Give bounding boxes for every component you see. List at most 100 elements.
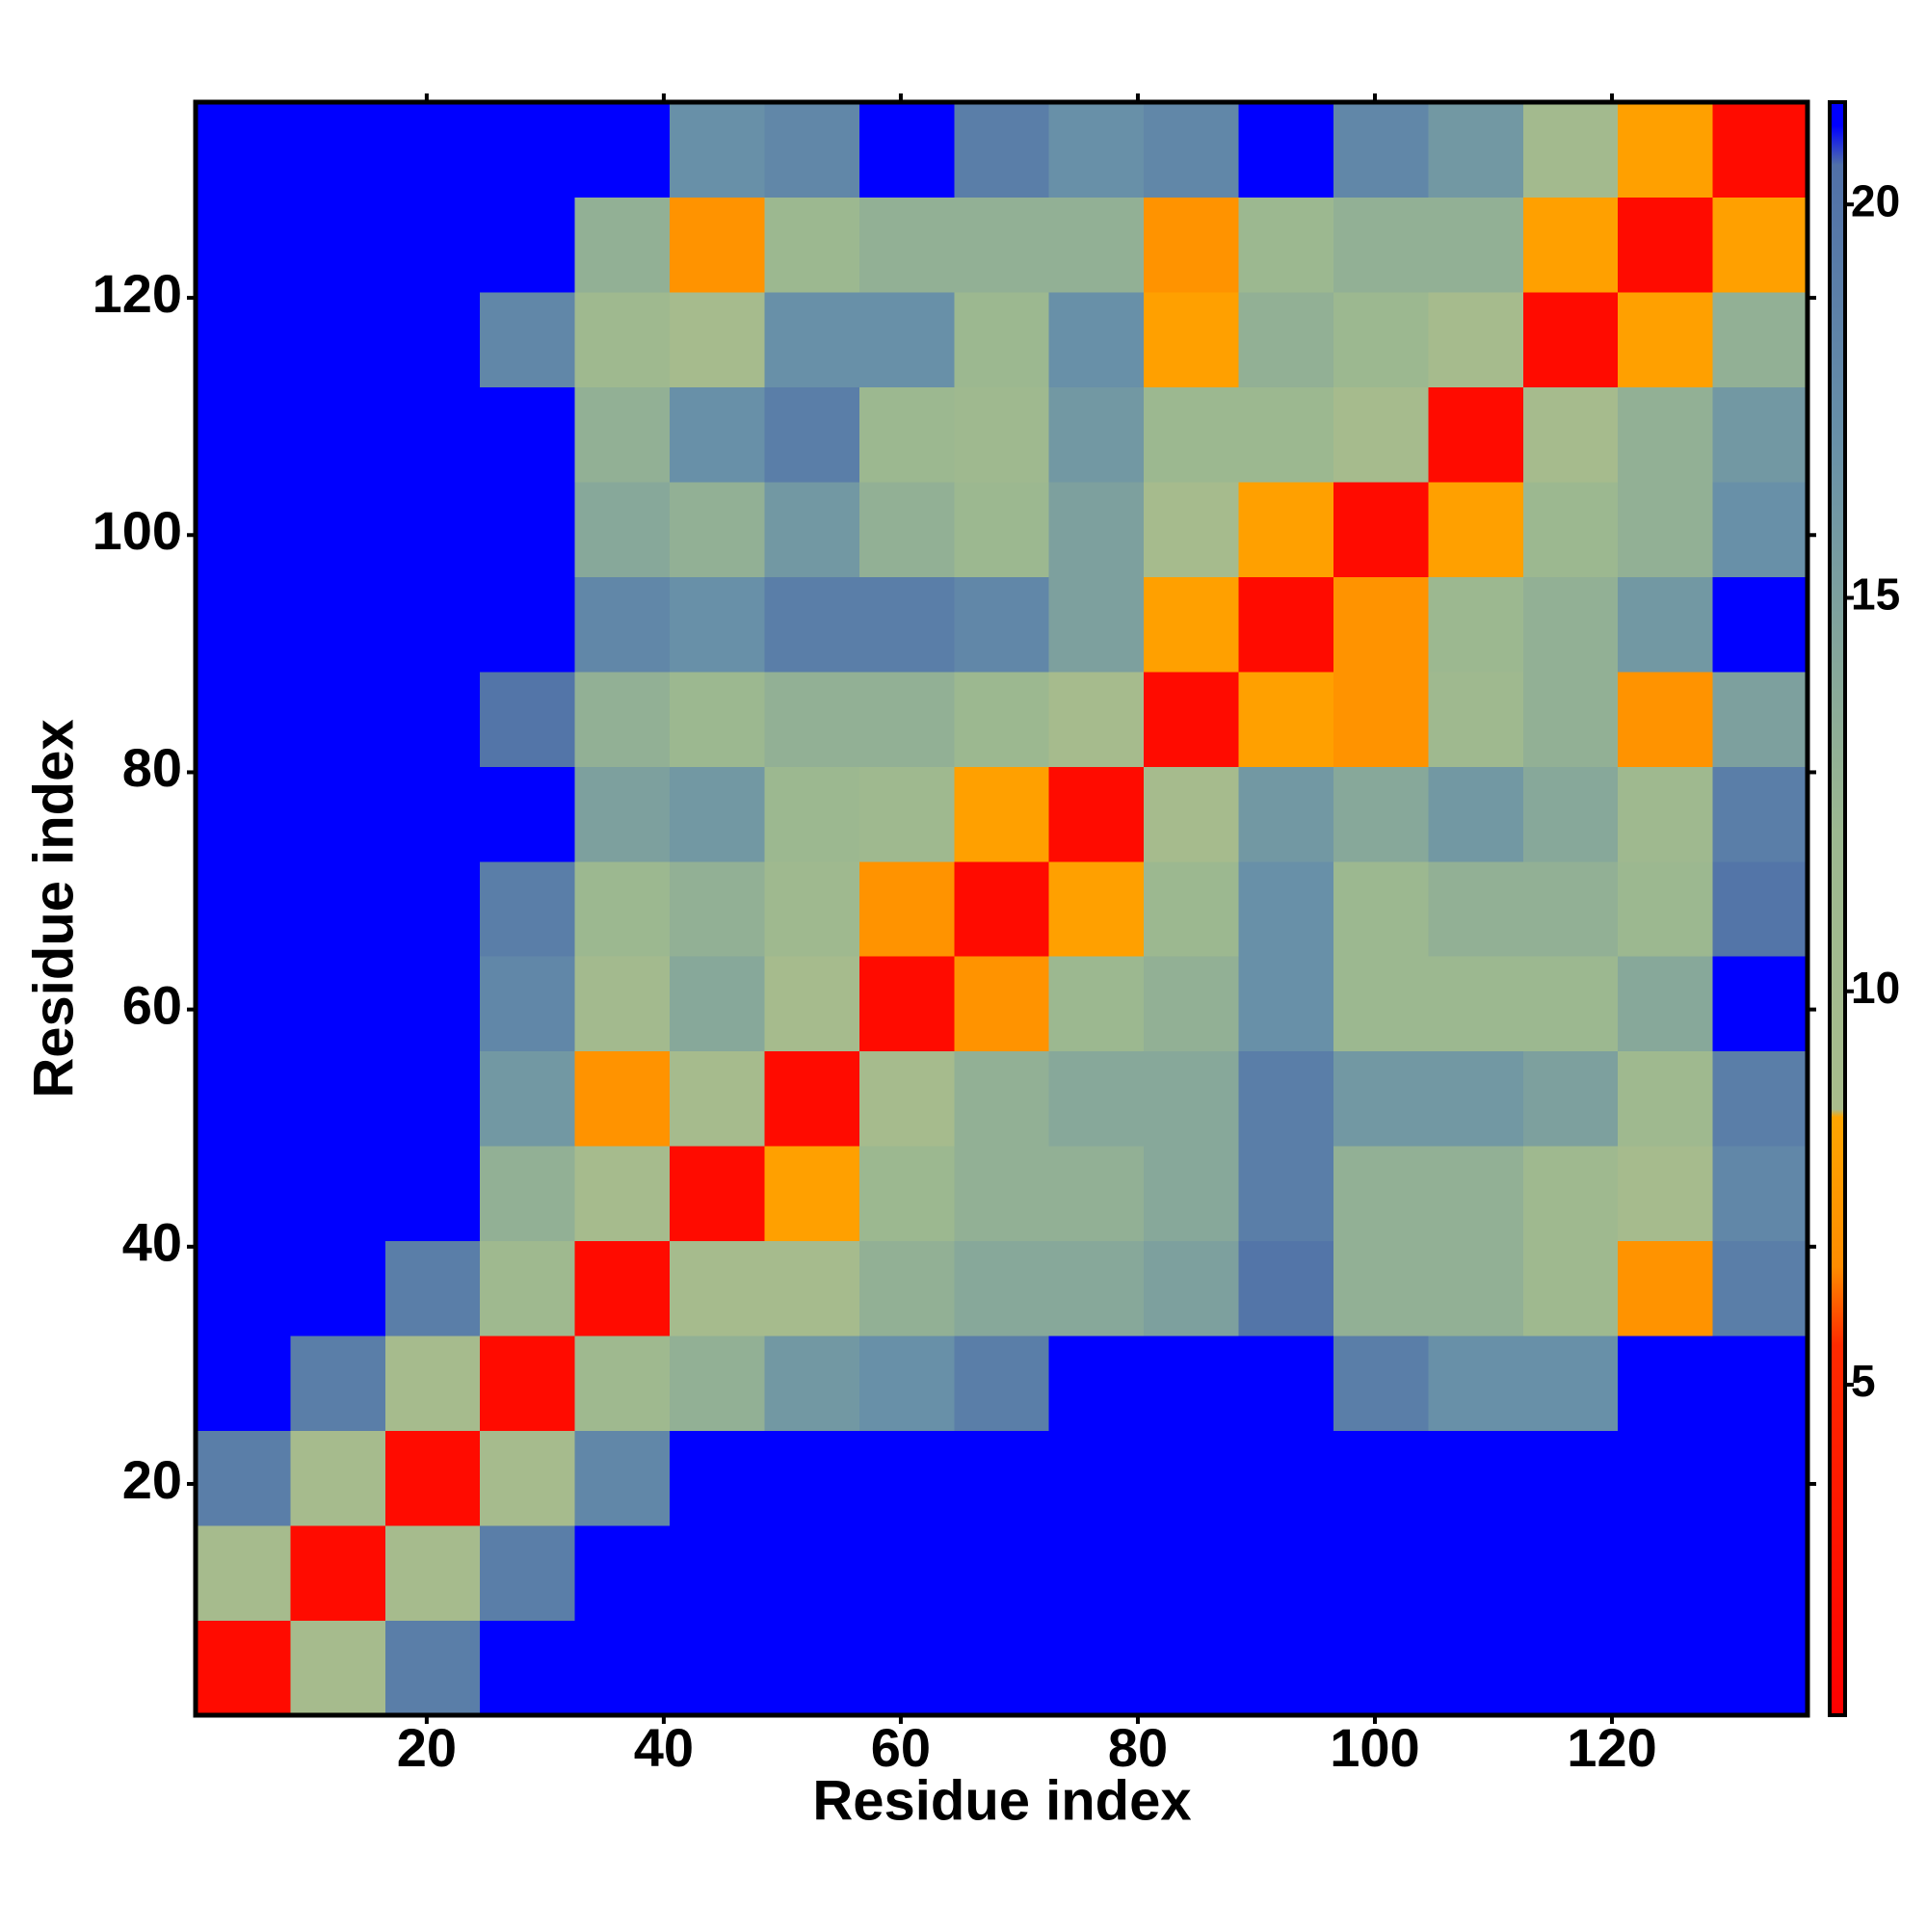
heatmap-cell: [1428, 291, 1524, 387]
heatmap-cell: [574, 860, 671, 957]
heatmap-cell: [1048, 1240, 1145, 1337]
heatmap-cell: [480, 386, 576, 483]
heatmap-cell: [1238, 197, 1334, 293]
heatmap-cell: [1618, 1620, 1714, 1716]
heatmap-cell: [290, 1146, 386, 1242]
heatmap-cell: [1712, 1050, 1808, 1147]
heatmap-cell: [574, 102, 671, 198]
heatmap-cell: [1238, 1430, 1334, 1526]
heatmap-cell: [1238, 1050, 1334, 1147]
heatmap-cell: [858, 1336, 955, 1432]
heatmap-cell: [290, 671, 386, 767]
heatmap-cell: [1144, 102, 1240, 198]
heatmap-cell: [290, 481, 386, 577]
heatmap-cell: [1428, 1525, 1524, 1622]
heatmap-cell: [1618, 766, 1714, 862]
x-tick-label: 120: [1567, 1717, 1656, 1778]
heatmap-cell: [384, 956, 481, 1052]
heatmap-cell: [1712, 956, 1808, 1052]
heatmap-cell: [954, 197, 1050, 293]
heatmap-cell: [1428, 197, 1524, 293]
x-tick-label: 60: [871, 1717, 931, 1778]
heatmap-cell: [574, 1336, 671, 1432]
heatmap-cell: [1333, 860, 1429, 957]
heatmap-cell: [1712, 1146, 1808, 1242]
heatmap-cell: [858, 1620, 955, 1716]
heatmap-cell: [954, 1240, 1050, 1337]
heatmap-cell: [954, 1620, 1050, 1716]
heatmap-cell: [1144, 1525, 1240, 1622]
heatmap-cell: [764, 1525, 860, 1622]
heatmap-cell: [1333, 1146, 1429, 1242]
heatmap-cell: [1144, 576, 1240, 673]
heatmap-cell: [290, 102, 386, 198]
heatmap-cell: [1712, 102, 1808, 198]
heatmap-cell: [670, 1240, 765, 1337]
y-tick-label: 120: [92, 263, 182, 324]
heatmap-cell: [1522, 386, 1619, 483]
heatmap-cell: [1144, 1620, 1240, 1716]
heatmap-cell: [670, 1050, 765, 1147]
heatmap-cell: [858, 386, 955, 483]
heatmap-cell: [480, 671, 576, 767]
heatmap-cell: [196, 1146, 291, 1242]
heatmap-cell: [290, 956, 386, 1052]
heatmap-cell: [1522, 291, 1619, 387]
heatmap-cell: [1048, 481, 1145, 577]
heatmap-cell: [1048, 291, 1145, 387]
heatmap-cell: [1333, 197, 1429, 293]
y-tick-label: 20: [122, 1449, 182, 1510]
heatmap-cell: [1712, 1525, 1808, 1622]
heatmap-cell: [1712, 481, 1808, 577]
heatmap-cell: [670, 1525, 765, 1622]
heatmap-cell: [480, 1525, 576, 1622]
heatmap-cell: [858, 1430, 955, 1526]
heatmap-cell: [1333, 481, 1429, 577]
heatmap-cell: [290, 1050, 386, 1147]
heatmap-cell: [1048, 860, 1145, 957]
heatmap-cell: [954, 671, 1050, 767]
heatmap-cell: [1428, 1336, 1524, 1432]
y-tick-label: 40: [122, 1212, 182, 1273]
heatmap-cell: [1048, 197, 1145, 293]
heatmap-cell: [196, 766, 291, 862]
heatmap-cell: [1522, 1240, 1619, 1337]
heatmap-cell: [1238, 1146, 1334, 1242]
heatmap-cell: [670, 386, 765, 483]
heatmap-cell: [574, 766, 671, 862]
heatmap-cell: [1333, 1336, 1429, 1432]
heatmap-cell: [764, 1050, 860, 1147]
heatmap-cell: [670, 766, 765, 862]
heatmap-cell: [1428, 1430, 1524, 1526]
heatmap-cell: [670, 1430, 765, 1526]
heatmap-cell: [1618, 291, 1714, 387]
heatmap-cell: [1333, 386, 1429, 483]
heatmap-cell: [1238, 481, 1334, 577]
heatmap-cell: [480, 197, 576, 293]
heatmap-cell: [290, 576, 386, 673]
heatmap-cell: [1144, 671, 1240, 767]
colorbar-tick-label: 5: [1851, 1356, 1876, 1406]
y-tick-label: 60: [122, 974, 182, 1035]
heatmap-cell: [858, 671, 955, 767]
heatmap: [196, 102, 1808, 1716]
heatmap-cell: [1428, 956, 1524, 1052]
heatmap-cell: [1522, 576, 1619, 673]
heatmap-cell: [1618, 197, 1714, 293]
heatmap-cell: [1618, 386, 1714, 483]
heatmap-cell: [1333, 766, 1429, 862]
heatmap-cell: [1618, 956, 1714, 1052]
y-tick-label: 100: [92, 500, 182, 561]
heatmap-cell: [384, 671, 481, 767]
heatmap-cell: [1048, 1525, 1145, 1622]
heatmap-cell: [1144, 386, 1240, 483]
heatmap-cell: [764, 576, 860, 673]
heatmap-cell: [480, 1240, 576, 1337]
heatmap-cell: [954, 860, 1050, 957]
heatmap-cell: [954, 1050, 1050, 1147]
heatmap-cell: [384, 291, 481, 387]
x-tick-label: 100: [1330, 1717, 1419, 1778]
heatmap-cell: [858, 1240, 955, 1337]
heatmap-cell: [384, 102, 481, 198]
